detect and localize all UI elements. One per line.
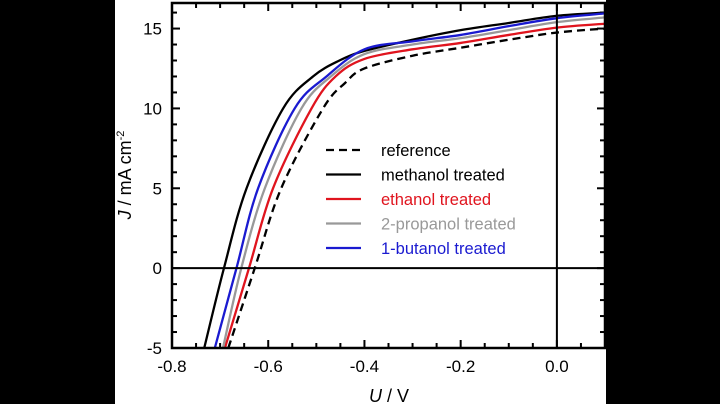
x-tick-label: -0.2: [446, 357, 475, 376]
legend-label: ethanol treated: [381, 191, 491, 209]
x-tick-label: -0.4: [350, 357, 379, 376]
legend-label: methanol treated: [381, 167, 505, 185]
curve-methanol-treated: [203, 11, 605, 348]
y-tick-label: -5: [147, 339, 162, 358]
y-tick-label: 5: [153, 179, 162, 198]
curve-ethanol-treated: [223, 22, 605, 348]
chart-panel: [115, 0, 606, 404]
curve-2-propanol-treated: [221, 16, 605, 348]
y-tick-label: 15: [143, 20, 162, 39]
x-tick-label: -0.6: [254, 357, 283, 376]
curve-1-butanol-treated: [213, 12, 605, 348]
x-tick-label: -0.8: [157, 357, 186, 376]
curve-reference: [227, 27, 605, 348]
legend-label: 2-propanol treated: [381, 216, 516, 234]
x-tick-label: 0.0: [545, 357, 569, 376]
y-tick-label: 10: [143, 99, 162, 118]
x-axis-label: U / V: [369, 386, 409, 404]
plot-frame: [170, 1, 607, 350]
y-tick-label: 0: [153, 259, 162, 278]
legend: reference methanol treated ethanol treated…: [326, 142, 516, 258]
legend-label: 1-butanol treated: [381, 240, 506, 258]
legend-label: reference: [381, 142, 451, 160]
y-axis-label: J / mA cm-2: [115, 131, 135, 221]
